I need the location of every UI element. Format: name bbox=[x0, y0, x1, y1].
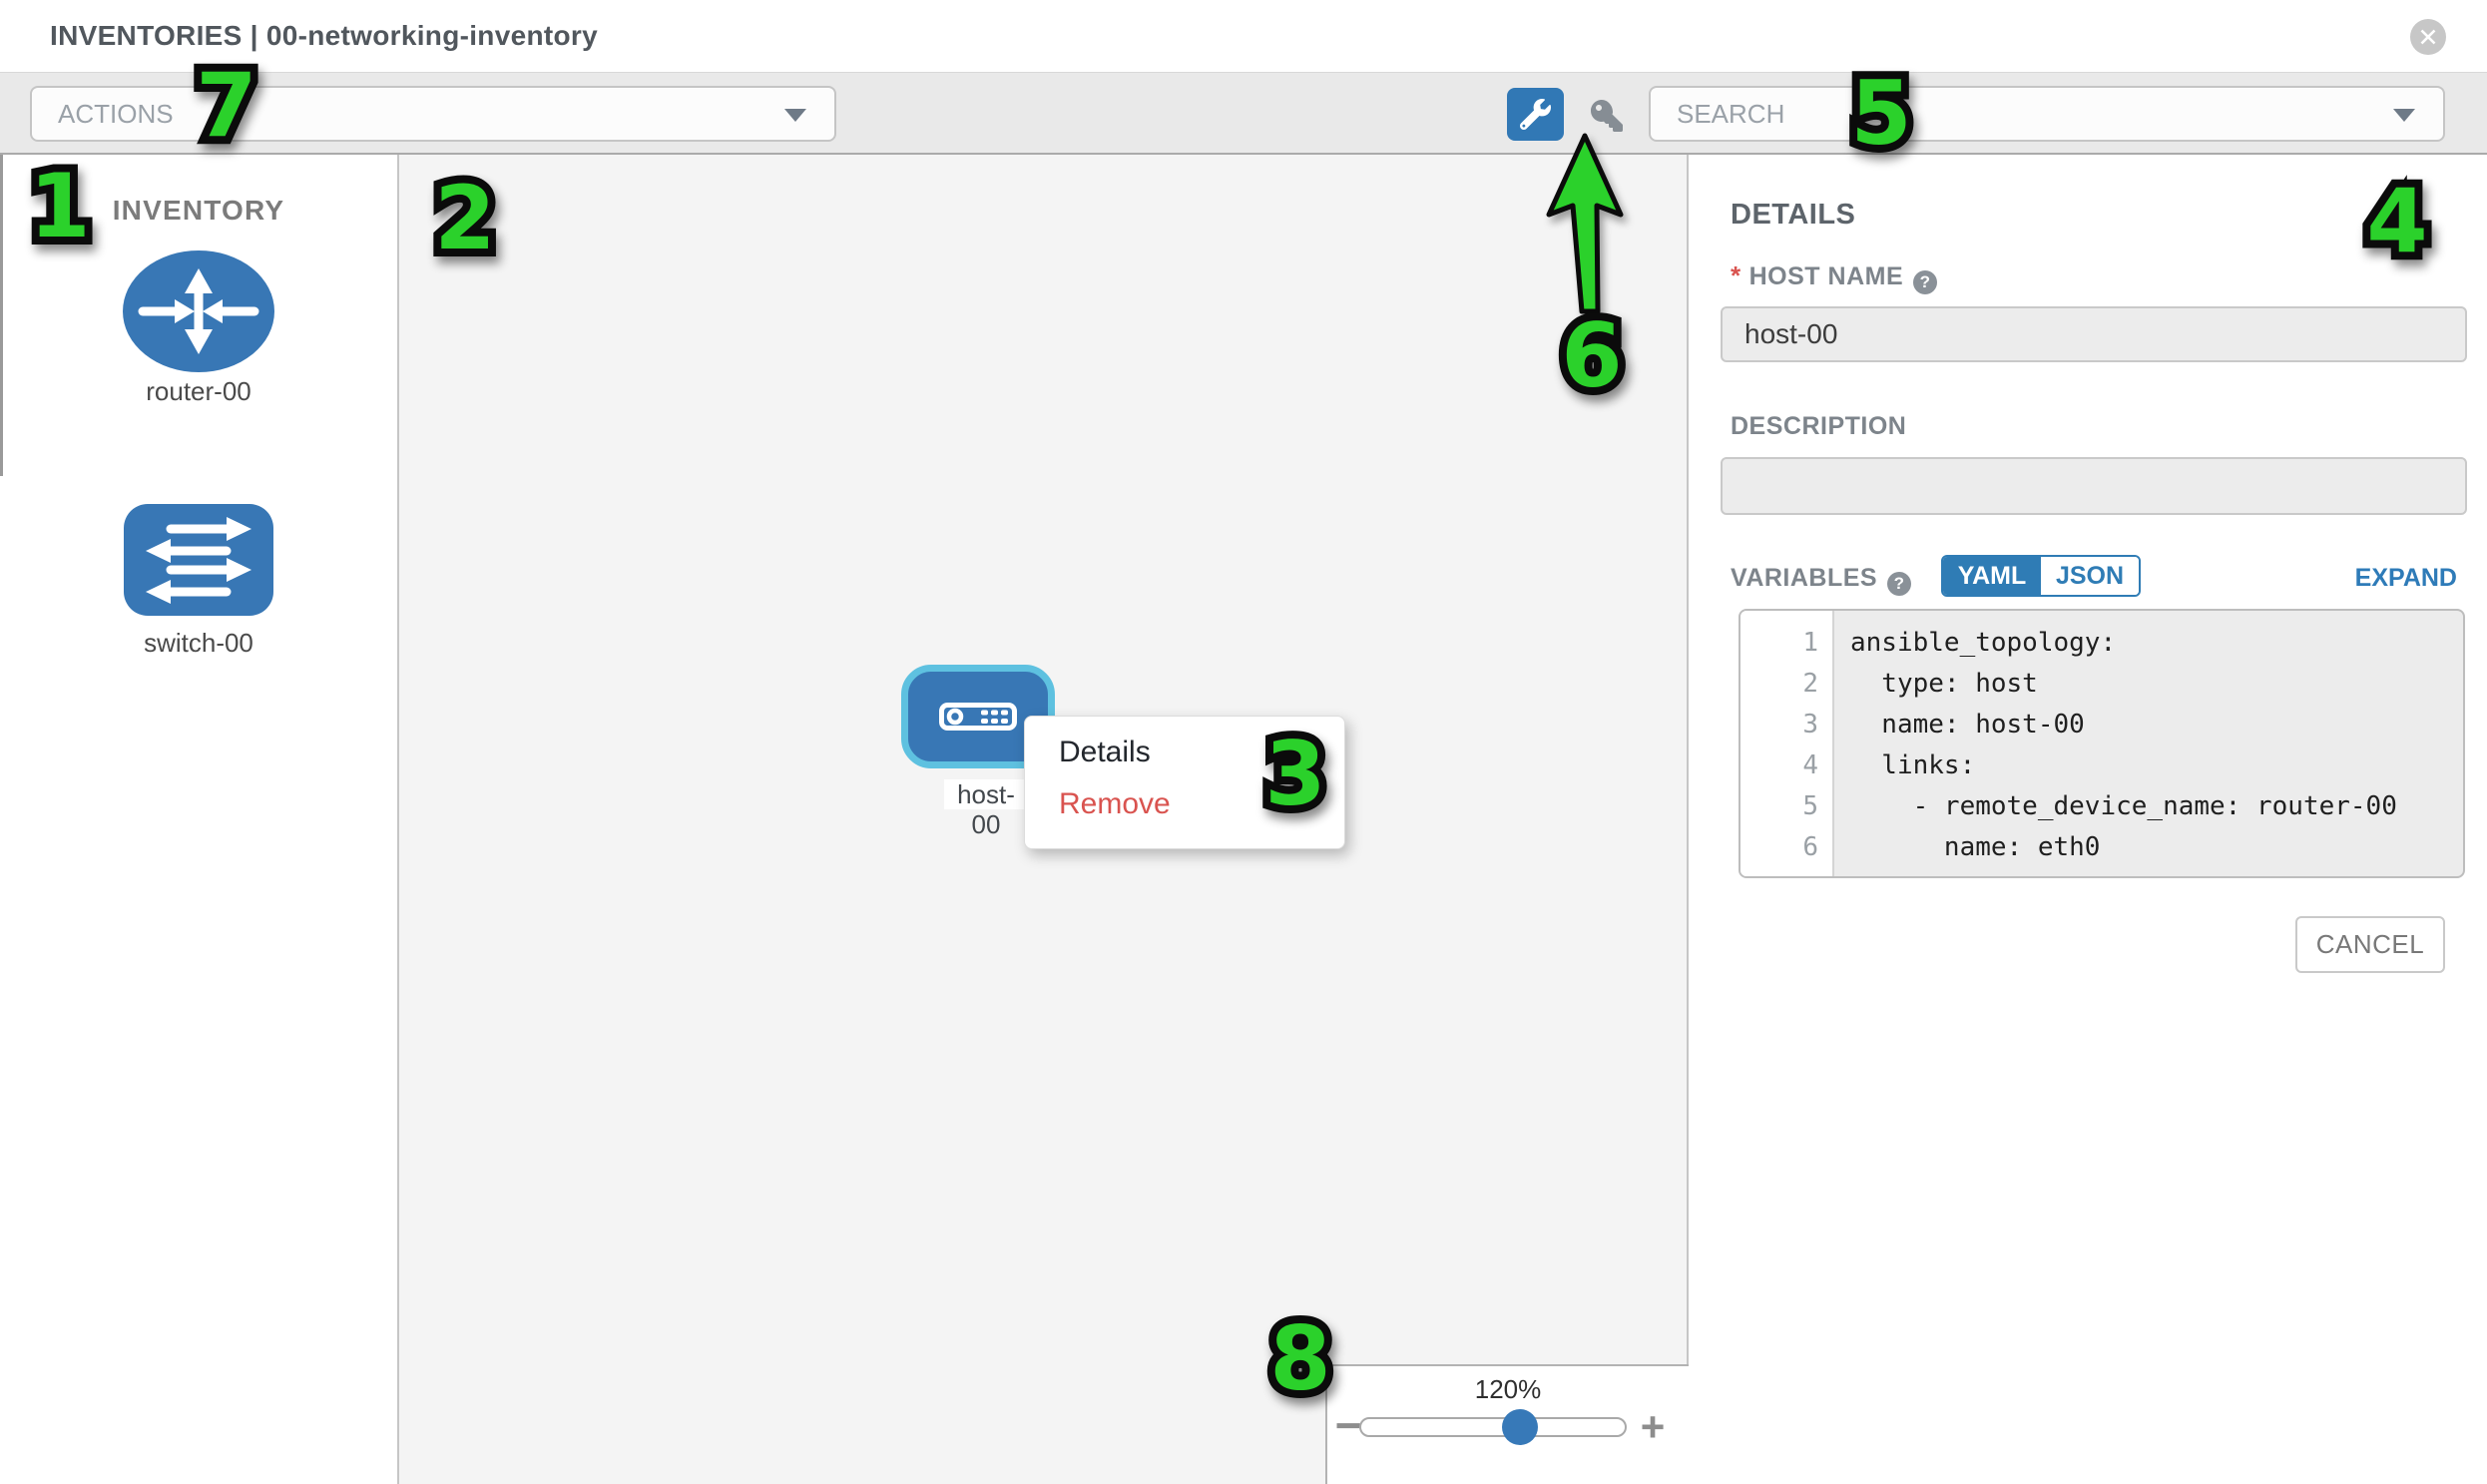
format-toggle: YAML JSON bbox=[1941, 555, 2141, 597]
host-name-label: HOST NAME bbox=[1748, 262, 1904, 290]
actions-dropdown[interactable]: ACTIONS bbox=[30, 86, 836, 142]
switch-icon bbox=[124, 504, 273, 616]
code-line: 6 name: eth0 bbox=[1802, 832, 2101, 862]
key-button[interactable] bbox=[1589, 100, 1625, 132]
line-number-gutter bbox=[1741, 611, 1834, 876]
close-button[interactable] bbox=[2410, 19, 2446, 55]
key-icon bbox=[1591, 100, 1623, 132]
actions-dropdown-label: ACTIONS bbox=[58, 99, 174, 129]
code-line: 3 name: host-00 bbox=[1802, 710, 2085, 740]
inventory-sidebar: INVENTORY router-00 bbox=[0, 155, 399, 1484]
code-line: 2 type: host bbox=[1802, 669, 2038, 699]
page-title: INVENTORIES | 00-networking-inventory bbox=[50, 20, 598, 51]
host-node-label: host-00 bbox=[944, 779, 1028, 839]
sidebar-item-switch[interactable] bbox=[0, 504, 397, 621]
sidebar-item-router-label: router-00 bbox=[146, 376, 251, 406]
chevron-down-icon bbox=[784, 109, 806, 122]
tab-yaml[interactable]: YAML bbox=[1943, 557, 2041, 595]
search-dropdown-label: SEARCH bbox=[1677, 99, 1785, 129]
context-menu-item-remove[interactable]: Remove bbox=[1059, 787, 1171, 820]
zoom-slider-track[interactable] bbox=[1359, 1417, 1627, 1437]
zoom-control: 120% − + bbox=[1325, 1364, 1689, 1484]
host-name-field[interactable] bbox=[1721, 306, 2467, 362]
code-line: 1 ansible_topology: bbox=[1802, 628, 2117, 658]
toolbar: ACTIONS SEARCH bbox=[0, 72, 2487, 155]
variables-label: VARIABLES bbox=[1731, 564, 1878, 592]
description-label: DESCRIPTION bbox=[1731, 412, 1907, 440]
scrollbar[interactable] bbox=[0, 155, 3, 476]
inventory-heading: INVENTORY bbox=[112, 195, 285, 226]
tab-json[interactable]: JSON bbox=[2041, 557, 2139, 595]
description-field[interactable] bbox=[1721, 457, 2467, 515]
expand-link[interactable]: EXPAND bbox=[2354, 564, 2457, 592]
sidebar-item-router[interactable] bbox=[0, 250, 397, 377]
context-menu: Details Remove bbox=[1024, 716, 1345, 849]
help-icon[interactable]: ? bbox=[1913, 270, 1938, 294]
code-line: 5 - remote_device_name: router-00 bbox=[1802, 791, 2397, 821]
help-icon[interactable]: ? bbox=[1887, 572, 1912, 596]
search-dropdown[interactable]: SEARCH bbox=[1649, 86, 2445, 142]
wrench-icon bbox=[1520, 99, 1551, 130]
zoom-level-label: 120% bbox=[1474, 1374, 1542, 1404]
context-menu-item-details[interactable]: Details bbox=[1059, 736, 1151, 768]
code-line: 4 links: bbox=[1802, 750, 1976, 780]
details-heading: DETAILS bbox=[1731, 199, 1856, 231]
variables-code-editor[interactable]: 1 ansible_topology: 2 type: host 3 name: ho… bbox=[1739, 609, 2465, 878]
zoom-out-button[interactable]: − bbox=[1334, 1399, 1362, 1451]
code-line: 7 remote_interface_name: eth0 bbox=[1741, 868, 2463, 876]
zoom-slider-thumb[interactable] bbox=[1501, 1409, 1538, 1445]
sidebar-item-switch-label: switch-00 bbox=[144, 628, 253, 658]
variables-label-row: VARIABLES? bbox=[1731, 557, 1912, 599]
host-name-label-row: * HOST NAME? bbox=[1731, 260, 1938, 294]
host-icon bbox=[939, 703, 1017, 731]
zoom-in-button[interactable]: + bbox=[1640, 1403, 1666, 1450]
tools-button[interactable] bbox=[1507, 88, 1564, 141]
title-bar: INVENTORIES | 00-networking-inventory bbox=[0, 0, 2487, 72]
required-marker: * bbox=[1731, 260, 1741, 290]
close-icon bbox=[2420, 29, 2436, 45]
topology-canvas[interactable]: host-00 Details Remove 120% − + bbox=[399, 155, 1689, 1484]
details-panel: DETAILS *HOST NAME? DESCRIPTION VARIABLE… bbox=[1689, 155, 2487, 1484]
chevron-down-icon bbox=[2393, 109, 2415, 122]
code-lines: 1 ansible_topology: 2 type: host 3 name: ho… bbox=[1741, 623, 2463, 876]
cancel-button[interactable]: CANCEL bbox=[2295, 916, 2445, 973]
router-icon bbox=[123, 250, 274, 372]
